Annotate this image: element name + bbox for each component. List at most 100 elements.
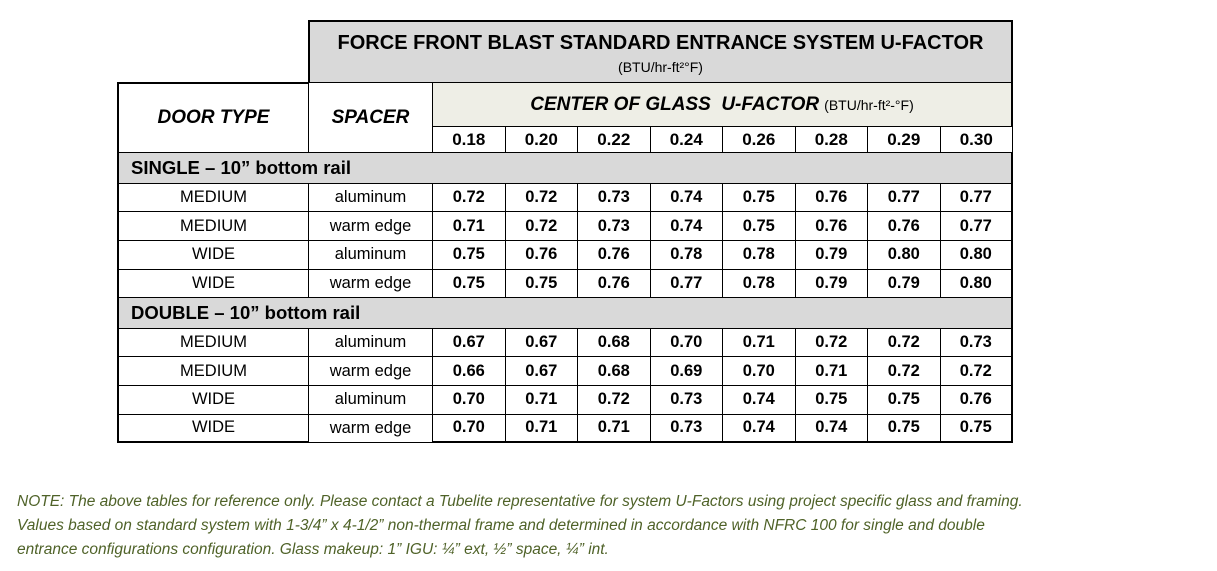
- u-factor: 0.76: [794, 211, 868, 241]
- door-type-header: DOOR TYPE: [117, 82, 309, 153]
- u-factor: 0.71: [794, 356, 868, 386]
- glass-header: CENTER OF GLASS U-FACTOR (BTU/hr-ft²-°F): [432, 82, 1013, 127]
- glass-value: 0.18: [432, 126, 506, 153]
- u-factor: 0.67: [432, 328, 506, 357]
- glass-value: 0.26: [722, 126, 796, 153]
- door-type: MEDIUM: [117, 328, 309, 357]
- u-factor: 0.77: [939, 211, 1013, 241]
- u-factor: 0.78: [722, 268, 796, 298]
- u-factor: 0.72: [432, 183, 506, 212]
- door-type: WIDE: [117, 240, 309, 270]
- u-factor: 0.80: [939, 240, 1013, 270]
- u-factor: 0.76: [577, 268, 651, 298]
- spacer: warm edge: [308, 211, 433, 241]
- title: FORCE FRONT BLAST STANDARD ENTRANCE SYST…: [337, 31, 984, 54]
- u-factor: 0.74: [794, 413, 868, 443]
- u-factor: 0.71: [722, 328, 796, 357]
- u-factor: 0.75: [939, 413, 1013, 443]
- u-factor: 0.80: [867, 240, 941, 270]
- u-factor: 0.76: [577, 240, 651, 270]
- glass-title: CENTER OF GLASS U-FACTOR: [530, 93, 820, 115]
- u-factor: 0.72: [504, 183, 578, 212]
- u-factor: 0.75: [722, 183, 796, 212]
- u-factor: 0.77: [649, 268, 723, 298]
- u-factor: 0.69: [649, 356, 723, 386]
- u-factor: 0.72: [939, 356, 1013, 386]
- glass-value: 0.24: [649, 126, 723, 153]
- u-factor: 0.71: [577, 413, 651, 443]
- u-factor: 0.68: [577, 356, 651, 386]
- spacer: warm edge: [308, 268, 433, 298]
- u-factor: 0.73: [577, 211, 651, 241]
- u-factor: 0.77: [867, 183, 941, 212]
- u-factor: 0.74: [649, 211, 723, 241]
- glass-units: (BTU/hr-ft²-°F): [824, 96, 914, 113]
- u-factor: 0.73: [939, 328, 1013, 357]
- glass-value: 0.30: [939, 126, 1013, 153]
- u-factor: 0.73: [577, 183, 651, 212]
- u-factor: 0.74: [722, 385, 796, 415]
- title-cell: FORCE FRONT BLAST STANDARD ENTRANCE SYST…: [308, 20, 1013, 83]
- u-factor: 0.70: [432, 413, 506, 443]
- door-type: MEDIUM: [117, 211, 309, 241]
- spacer: aluminum: [308, 183, 433, 212]
- u-factor: 0.76: [794, 183, 868, 212]
- u-factor: 0.76: [867, 211, 941, 241]
- u-factor: 0.70: [722, 356, 796, 386]
- u-factor: 0.72: [867, 328, 941, 357]
- u-factor: 0.67: [504, 328, 578, 357]
- door-type: WIDE: [117, 385, 309, 415]
- u-factor: 0.70: [649, 328, 723, 357]
- u-factor: 0.66: [432, 356, 506, 386]
- u-factor: 0.75: [432, 240, 506, 270]
- u-factor: 0.72: [504, 211, 578, 241]
- u-factor: 0.75: [432, 268, 506, 298]
- section-label: SINGLE – 10” bottom rail: [117, 152, 1013, 184]
- glass-value: 0.29: [867, 126, 941, 153]
- spacer: aluminum: [308, 328, 433, 357]
- door-type: MEDIUM: [117, 183, 309, 212]
- u-factor: 0.75: [722, 211, 796, 241]
- spacer: aluminum: [308, 385, 433, 415]
- u-factor: 0.75: [867, 413, 941, 443]
- u-factor: 0.71: [504, 385, 578, 415]
- u-factor: 0.72: [867, 356, 941, 386]
- u-factor: 0.73: [649, 413, 723, 443]
- u-factor: 0.71: [432, 211, 506, 241]
- u-factor: 0.79: [867, 268, 941, 298]
- u-factor: 0.70: [432, 385, 506, 415]
- u-factor: 0.75: [794, 385, 868, 415]
- u-factor: 0.74: [722, 413, 796, 443]
- u-factor: 0.67: [504, 356, 578, 386]
- door-type: WIDE: [117, 413, 309, 443]
- u-factor: 0.80: [939, 268, 1013, 298]
- note-line: Values based on standard system with 1-3…: [17, 517, 985, 534]
- u-factor: 0.76: [504, 240, 578, 270]
- u-factor: 0.71: [504, 413, 578, 443]
- u-factor: 0.79: [794, 240, 868, 270]
- u-factor: 0.78: [649, 240, 723, 270]
- u-factor: 0.68: [577, 328, 651, 357]
- spacer-header: SPACER: [308, 82, 433, 153]
- u-factor: 0.72: [794, 328, 868, 357]
- note-line: entrance configurations configuration. G…: [17, 541, 609, 558]
- u-factor: 0.73: [649, 385, 723, 415]
- door-type: MEDIUM: [117, 356, 309, 386]
- u-factor: 0.72: [577, 385, 651, 415]
- note-line: NOTE: The above tables for reference onl…: [17, 493, 1023, 510]
- glass-value: 0.20: [504, 126, 578, 153]
- u-factor: 0.76: [939, 385, 1013, 415]
- glass-value: 0.28: [794, 126, 868, 153]
- spacer: warm edge: [308, 413, 433, 443]
- title-units: (BTU/hr-ft²°F): [618, 58, 703, 75]
- u-factor: 0.74: [649, 183, 723, 212]
- spacer: aluminum: [308, 240, 433, 270]
- spacer: warm edge: [308, 356, 433, 386]
- door-type: WIDE: [117, 268, 309, 298]
- u-factor: 0.75: [867, 385, 941, 415]
- u-factor: 0.79: [794, 268, 868, 298]
- u-factor: 0.75: [504, 268, 578, 298]
- section-label: DOUBLE – 10” bottom rail: [117, 297, 1013, 329]
- u-factor: 0.78: [722, 240, 796, 270]
